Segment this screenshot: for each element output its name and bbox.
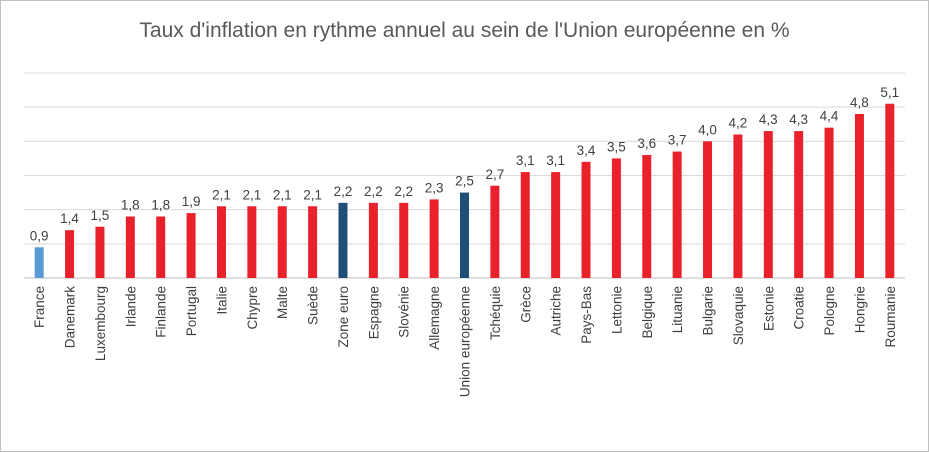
bar: [642, 155, 652, 278]
data-label: 1,8: [151, 198, 170, 213]
bar: [824, 127, 834, 279]
data-label: 4,0: [698, 122, 717, 137]
data-label: 2,7: [485, 167, 504, 182]
tick-label: Finlande: [154, 286, 169, 338]
tick-label: Pays-Bas: [579, 286, 594, 344]
tick-label: Autriche: [549, 286, 564, 336]
data-label: 4,8: [850, 95, 869, 110]
bar: [703, 141, 713, 278]
bar: [34, 247, 44, 278]
tick-label: Slovaquie: [731, 286, 746, 345]
data-label: 2,3: [425, 180, 444, 195]
data-label: 3,6: [637, 136, 656, 151]
tick-label: Tchéquie: [488, 286, 503, 340]
tick-label: Suède: [306, 286, 321, 325]
bar: [368, 202, 378, 278]
tick-label: Espagne: [366, 286, 381, 339]
data-label: 1,5: [91, 208, 110, 223]
data-label: 4,2: [729, 116, 748, 131]
tick-label: Pologne: [822, 286, 837, 336]
tick-label: Roumanie: [883, 286, 898, 348]
data-label: 3,4: [577, 143, 596, 158]
bar: [854, 114, 864, 278]
data-label: 2,1: [273, 187, 292, 202]
data-label: 3,5: [607, 139, 626, 154]
tick-label: Belgique: [640, 286, 655, 339]
bar: [156, 216, 166, 278]
tick-label: Estonie: [761, 286, 776, 331]
bar: [186, 213, 196, 278]
chart-title: Taux d'inflation en rythme annuel au sei…: [139, 19, 790, 42]
tick-label: Union européenne: [458, 286, 473, 397]
tick-label: Luxembourg: [93, 286, 108, 361]
tick-label: Bulgarie: [701, 286, 716, 336]
bar: [551, 172, 561, 278]
data-label: 1,4: [60, 211, 79, 226]
tick-label: Allemagne: [427, 286, 442, 350]
data-label: 2,2: [394, 184, 413, 199]
bar: [429, 199, 439, 278]
data-label: 1,8: [121, 198, 140, 213]
data-label: 2,2: [334, 184, 353, 199]
bar: [763, 131, 773, 278]
bar: [581, 161, 591, 278]
data-label: 2,1: [242, 187, 261, 202]
data-label: 2,1: [212, 187, 231, 202]
data-label: 0,9: [30, 228, 49, 243]
bar: [794, 131, 804, 278]
data-label: 2,2: [364, 184, 383, 199]
bar: [733, 134, 743, 278]
data-label: 3,7: [668, 133, 687, 148]
bar: [216, 206, 226, 278]
tick-label: Grèce: [518, 286, 533, 323]
tick-label: Slovénie: [397, 286, 412, 338]
data-label: 4,3: [789, 112, 808, 127]
bar: [490, 185, 500, 278]
tick-label: Italie: [214, 286, 229, 315]
data-label: 2,5: [455, 174, 474, 189]
data-label: 4,4: [820, 109, 839, 124]
tick-label: Danemark: [63, 286, 78, 349]
tick-label: Lettonie: [609, 286, 624, 334]
tick-label: Irlande: [123, 286, 138, 327]
tick-label: Portugal: [184, 286, 199, 336]
bar: [247, 206, 257, 278]
tick-label: France: [32, 286, 47, 328]
bar: [611, 158, 621, 278]
data-label: 3,1: [516, 153, 535, 168]
tick-label: Lituanie: [670, 286, 685, 333]
bar: [125, 216, 135, 278]
bar: [65, 230, 75, 278]
bar: [885, 103, 895, 278]
tick-label: Zone euro: [336, 286, 351, 348]
data-label: 4,3: [759, 112, 778, 127]
tick-label: Croatie: [792, 286, 807, 330]
bar: [672, 151, 682, 278]
data-label: 3,1: [546, 153, 565, 168]
bar: [308, 206, 318, 278]
tick-label: Malte: [275, 286, 290, 319]
bar: [460, 192, 469, 278]
data-label: 5,1: [880, 85, 899, 100]
bar: [95, 226, 105, 278]
data-label: 1,9: [182, 194, 201, 209]
bar: [277, 206, 287, 278]
tick-label: Hongrie: [852, 286, 867, 333]
data-label: 2,1: [303, 187, 322, 202]
tick-label: Chypre: [245, 286, 260, 330]
bar: [399, 202, 409, 278]
bar: [338, 202, 348, 278]
bar: [520, 172, 530, 278]
